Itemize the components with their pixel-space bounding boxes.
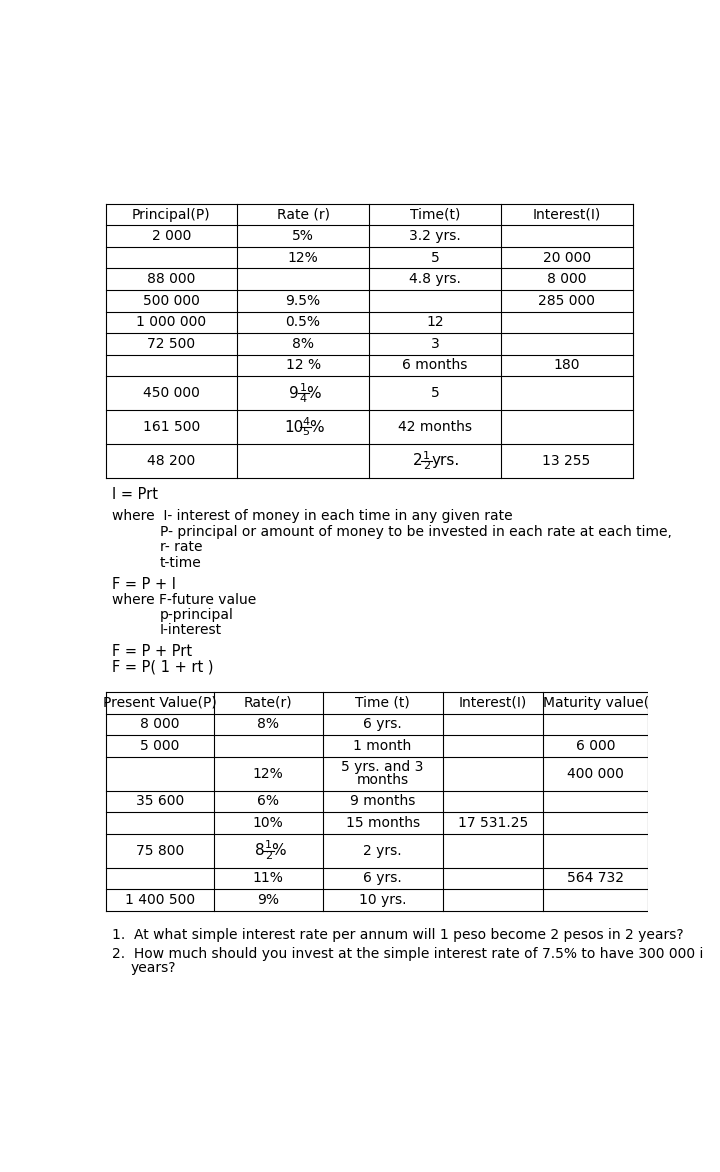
Text: 10 yrs.: 10 yrs.	[359, 893, 406, 907]
Text: Principal(P): Principal(P)	[132, 207, 211, 222]
Text: Maturity value(: Maturity value(	[543, 696, 649, 710]
Text: 9.5%: 9.5%	[286, 294, 320, 308]
Text: 2: 2	[413, 454, 423, 469]
Text: 8%: 8%	[257, 717, 279, 731]
Text: 13 255: 13 255	[542, 454, 590, 468]
Text: %: %	[306, 386, 321, 401]
Text: 1: 1	[265, 840, 271, 850]
Text: 9: 9	[289, 386, 299, 401]
Text: 564 732: 564 732	[567, 871, 624, 885]
Text: I = Prt: I = Prt	[112, 488, 158, 503]
Text: 8: 8	[255, 843, 264, 858]
Text: Interest(I): Interest(I)	[459, 696, 527, 710]
Text: F = P( 1 + rt ): F = P( 1 + rt )	[112, 660, 213, 675]
Text: t-time: t-time	[160, 556, 202, 570]
Text: 8 000: 8 000	[140, 717, 179, 731]
Text: 20 000: 20 000	[543, 251, 590, 265]
Text: Present Value(P): Present Value(P)	[103, 696, 217, 710]
Text: 12%: 12%	[288, 251, 318, 265]
Text: where F-future value: where F-future value	[112, 593, 256, 607]
Text: 500 000: 500 000	[143, 294, 200, 308]
Text: 0.5%: 0.5%	[286, 315, 320, 329]
Text: 12 %: 12 %	[286, 359, 320, 373]
Text: F = P + Prt: F = P + Prt	[112, 645, 192, 660]
Text: %: %	[309, 420, 323, 435]
Text: F = P + I: F = P + I	[112, 577, 176, 592]
Text: yrs.: yrs.	[431, 454, 459, 469]
Text: 1 000 000: 1 000 000	[136, 315, 207, 329]
Text: 1 400 500: 1 400 500	[125, 893, 195, 907]
Text: 180: 180	[554, 359, 580, 373]
Text: Time(t): Time(t)	[410, 207, 460, 222]
Text: 17 531.25: 17 531.25	[458, 816, 528, 830]
Text: 10: 10	[284, 420, 304, 435]
Text: 48 200: 48 200	[148, 454, 196, 468]
Text: 5 000: 5 000	[140, 738, 179, 752]
Text: 10%: 10%	[253, 816, 284, 830]
Text: 6 months: 6 months	[402, 359, 467, 373]
Text: 5: 5	[302, 428, 310, 437]
Text: 161 500: 161 500	[143, 420, 200, 434]
Text: 9%: 9%	[257, 893, 279, 907]
Text: 35 600: 35 600	[135, 795, 184, 809]
Text: 450 000: 450 000	[143, 387, 200, 400]
Text: 5 yrs. and 3: 5 yrs. and 3	[341, 761, 424, 775]
Text: 72 500: 72 500	[148, 336, 195, 350]
Text: 4: 4	[302, 417, 310, 427]
Text: 5%: 5%	[292, 229, 314, 243]
Text: 2 000: 2 000	[152, 229, 191, 243]
Text: 400 000: 400 000	[567, 766, 624, 781]
Text: 6 yrs.: 6 yrs.	[363, 717, 402, 731]
Text: r- rate: r- rate	[160, 540, 202, 554]
Text: 5: 5	[431, 251, 439, 265]
Text: 5: 5	[431, 387, 439, 400]
Text: 11%: 11%	[253, 871, 284, 885]
Text: 1 month: 1 month	[354, 738, 412, 752]
Text: 2: 2	[265, 851, 272, 861]
Text: Time (t): Time (t)	[355, 696, 410, 710]
Text: I-interest: I-interest	[160, 624, 222, 638]
Text: 2 yrs.: 2 yrs.	[364, 844, 402, 858]
Text: 12%: 12%	[253, 766, 284, 781]
Text: where  I- interest of money in each time in any given rate: where I- interest of money in each time …	[112, 510, 513, 524]
Text: P- principal or amount of money to be invested in each rate at each time,: P- principal or amount of money to be in…	[160, 525, 672, 539]
Text: 1: 1	[423, 450, 431, 461]
Text: Rate(r): Rate(r)	[244, 696, 292, 710]
Text: 8%: 8%	[292, 336, 314, 350]
Text: 4.8 yrs.: 4.8 yrs.	[409, 272, 461, 286]
Text: 88 000: 88 000	[147, 272, 196, 286]
Text: 2.  How much should you invest at the simple interest rate of 7.5% to have 300 0: 2. How much should you invest at the sim…	[112, 947, 703, 961]
Text: 6 000: 6 000	[576, 738, 616, 752]
Text: Interest(I): Interest(I)	[533, 207, 600, 222]
Text: 15 months: 15 months	[346, 816, 420, 830]
Text: 3.2 yrs.: 3.2 yrs.	[409, 229, 461, 243]
Text: %: %	[271, 843, 286, 858]
Text: 1.  At what simple interest rate per annum will 1 peso become 2 pesos in 2 years: 1. At what simple interest rate per annu…	[112, 928, 683, 942]
Text: 42 months: 42 months	[398, 420, 472, 434]
Text: 1: 1	[300, 383, 307, 393]
Text: 6%: 6%	[257, 795, 279, 809]
Text: 3: 3	[431, 336, 439, 350]
Text: months: months	[356, 772, 409, 786]
Text: 2: 2	[423, 462, 431, 471]
Text: Rate (r): Rate (r)	[276, 207, 330, 222]
Text: 12: 12	[426, 315, 444, 329]
Text: 6 yrs.: 6 yrs.	[363, 871, 402, 885]
Text: 4: 4	[300, 394, 307, 403]
Text: years?: years?	[130, 961, 176, 975]
Text: 285 000: 285 000	[538, 294, 595, 308]
Text: 75 800: 75 800	[135, 844, 184, 858]
Text: 9 months: 9 months	[350, 795, 415, 809]
Text: 8 000: 8 000	[547, 272, 586, 286]
Text: p-principal: p-principal	[160, 608, 233, 622]
